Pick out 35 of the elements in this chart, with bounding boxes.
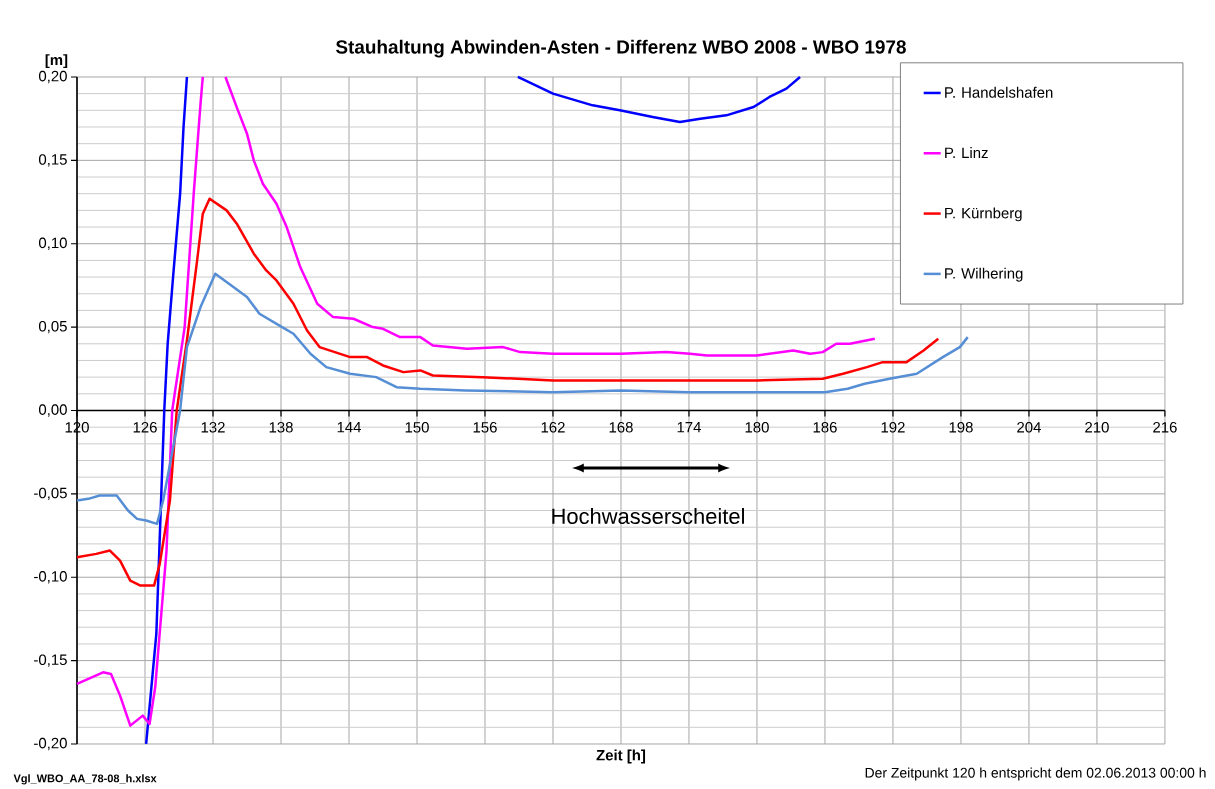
legend-label: P. Wilhering (945, 267, 1023, 282)
x-tick-label: 180 (745, 422, 769, 433)
y-tick-label: 0,05 (38, 320, 67, 334)
y-tick-label: -0,05 (34, 487, 67, 501)
x-tick-label: 144 (337, 422, 362, 433)
text: Vgl_WBO_AA_78-08_h.xlsx (13, 774, 157, 785)
x-tick-label: 174 (677, 422, 701, 433)
x-tick-label: 198 (949, 422, 973, 433)
x-tick-label: 186 (813, 422, 837, 433)
annotation: Hochwasserscheitel (552, 507, 744, 525)
x-tick-label: 156 (473, 422, 497, 433)
y-tick-label: 0,00 (38, 404, 67, 417)
x-tick-label: 150 (405, 422, 429, 433)
legend-label: P. Linz (945, 147, 988, 158)
x-tick-label: 192 (881, 422, 905, 433)
x-tick-label: 126 (133, 422, 157, 433)
chart-title: Stauhaltung Abwinden-Asten - Differenz WBO 2008 - WBO 1978 (335, 39, 906, 58)
x-tick-label: 132 (201, 422, 225, 433)
text: Der Zeitpunkt 120 h entspricht dem 02.06.2013 00:00 h (865, 767, 1206, 781)
y-axis-title: [m] (45, 54, 68, 69)
legend-label: P. Kürnberg (945, 207, 1022, 222)
y-tick-label: -0,10 (34, 571, 67, 584)
legend-label: P. Handelshafen (945, 86, 1053, 98)
y-tick-label: 0,15 (38, 154, 67, 167)
x-tick-label: 210 (1085, 422, 1109, 433)
y-tick-label: 0,10 (38, 237, 67, 250)
x-tick-label: 216 (1153, 422, 1177, 433)
x-tick-label: 138 (269, 422, 293, 433)
x-tick-label: 168 (609, 422, 633, 433)
y-tick-label: -0,20 (34, 737, 67, 751)
y-tick-label: -0,15 (34, 654, 67, 667)
x-tick-label: 162 (541, 422, 565, 433)
x-axis-title: Zeit [h] (596, 749, 646, 764)
x-tick-label: 204 (1017, 422, 1041, 433)
y-tick-label: 0,20 (38, 70, 67, 84)
